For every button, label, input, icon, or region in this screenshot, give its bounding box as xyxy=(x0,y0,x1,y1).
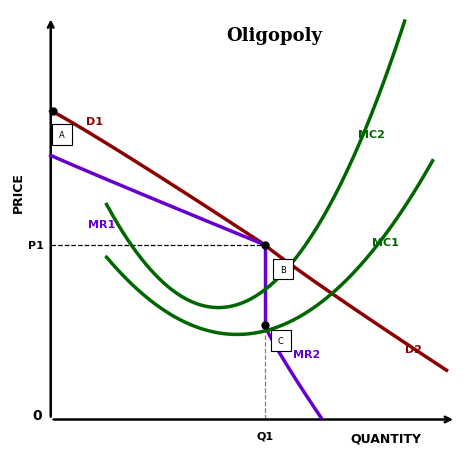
Text: Q1: Q1 xyxy=(256,431,273,441)
Text: MC1: MC1 xyxy=(372,238,399,248)
FancyBboxPatch shape xyxy=(52,125,72,146)
Text: B: B xyxy=(280,265,286,274)
Text: MR1: MR1 xyxy=(88,219,115,229)
Text: PRICE: PRICE xyxy=(12,172,25,212)
Text: P1: P1 xyxy=(28,240,44,250)
Text: D1: D1 xyxy=(86,117,103,127)
FancyBboxPatch shape xyxy=(271,331,291,351)
Text: D2: D2 xyxy=(405,344,422,354)
Text: QUANTITY: QUANTITY xyxy=(350,431,421,444)
Text: MR2: MR2 xyxy=(293,349,320,359)
FancyBboxPatch shape xyxy=(273,259,293,280)
Text: A: A xyxy=(59,131,65,140)
Text: Oligopoly: Oligopoly xyxy=(226,26,322,45)
Text: MC2: MC2 xyxy=(358,130,385,140)
Text: 0: 0 xyxy=(32,408,42,422)
Text: C: C xyxy=(278,336,284,345)
